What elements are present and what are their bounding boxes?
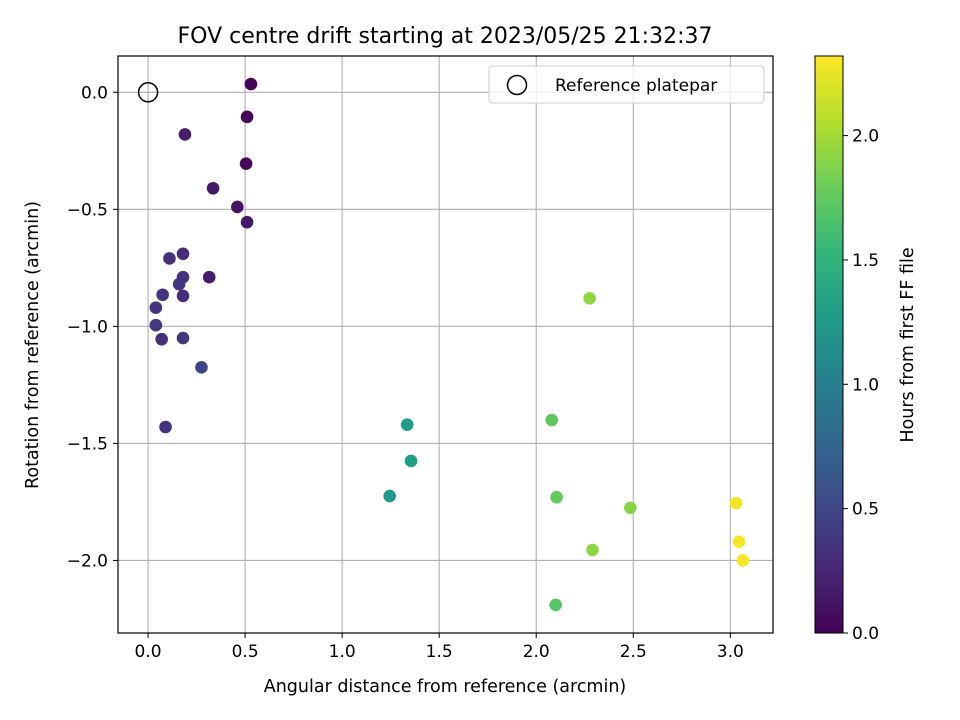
data-point (176, 247, 190, 261)
data-point (231, 200, 244, 214)
colorbar-gradient (814, 55, 844, 634)
data-point (163, 252, 176, 265)
data-point (550, 490, 563, 504)
data-point (172, 277, 186, 291)
grid (118, 56, 773, 633)
colorbar-ticks: 0.0 0.5 1.0 1.5 2.0 (843, 127, 879, 644)
x-tick-label: 2.0 (523, 642, 550, 662)
x-axis-label: Angular distance from reference (arcmin) (264, 677, 627, 697)
data-point (159, 420, 172, 434)
x-tick-label: 0.0 (135, 642, 162, 662)
data-point (149, 301, 163, 314)
legend-box (488, 65, 765, 104)
y-tick-label: −1.0 (67, 317, 108, 337)
colorbar: 0.0 0.5 1.0 1.5 2.0 Hours from first FF file (814, 55, 918, 644)
data-point (736, 554, 750, 567)
y-axis-label: Rotation from reference (arcmin) (23, 201, 43, 489)
y-tick-label: −1.5 (67, 434, 108, 454)
chart-title: FOV centre drift starting at 2023/05/25 … (178, 24, 713, 49)
data-point (729, 496, 743, 510)
colorbar-tick-label: 0.0 (852, 624, 879, 644)
data-point (195, 361, 208, 374)
data-point (202, 270, 216, 284)
legend-entry-label: Reference platepar (555, 76, 717, 96)
data-point (583, 291, 596, 305)
x-tick-label: 2.5 (620, 642, 647, 662)
data-point (732, 535, 746, 549)
data-point (176, 331, 190, 345)
data-point (240, 110, 254, 124)
colorbar-tick-label: 1.5 (852, 251, 879, 271)
legend: Reference platepar (488, 65, 765, 104)
data-point (239, 157, 253, 170)
data-point (404, 454, 418, 468)
reference-marker (137, 82, 159, 103)
colorbar-label: Hours from first FF file (898, 247, 918, 442)
x-tick-label: 1.5 (426, 642, 453, 662)
x-tick-label: 1.0 (329, 642, 356, 662)
x-axis: 0.0 0.5 1.0 1.5 2.0 2.5 3.0 (135, 633, 744, 662)
y-tick-label: −0.5 (67, 200, 108, 220)
data-point (624, 501, 637, 515)
colorbar-tick-label: 2.0 (852, 127, 879, 147)
data-point (549, 598, 562, 612)
data-point (400, 418, 414, 431)
data-point (244, 77, 258, 91)
data-point (149, 318, 163, 332)
data-point (178, 128, 192, 141)
colorbar-tick-label: 1.0 (852, 375, 879, 395)
data-point (586, 543, 599, 557)
data-point (545, 413, 559, 427)
data-point (156, 288, 169, 302)
data-points (137, 77, 750, 612)
y-axis: 0.0 −0.5 −1.0 −1.5 −2.0 (67, 83, 118, 571)
x-tick-label: 3.0 (717, 642, 744, 662)
y-tick-label: −2.0 (67, 551, 108, 571)
y-tick-label: 0.0 (81, 83, 108, 103)
legend-reference-marker (506, 74, 528, 96)
plot-frame (117, 55, 774, 634)
data-point (383, 489, 397, 503)
data-point (176, 289, 190, 303)
data-point (155, 332, 168, 346)
colorbar-tick-label: 0.5 (852, 500, 879, 520)
x-tick-label: 0.5 (232, 642, 259, 662)
data-point (206, 181, 220, 195)
data-point (240, 215, 254, 229)
